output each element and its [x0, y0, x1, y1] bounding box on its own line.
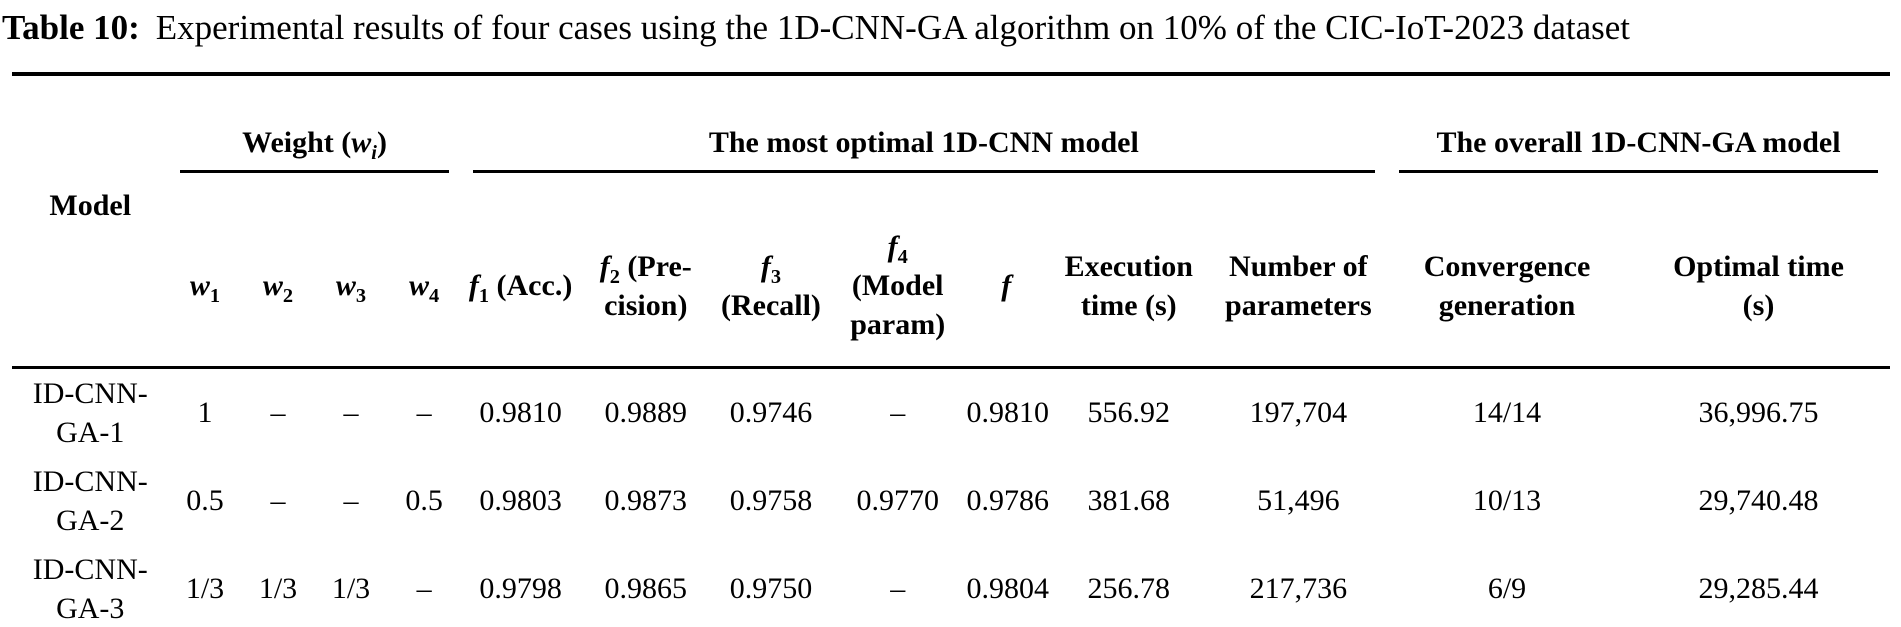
cell-f4: –	[890, 572, 906, 606]
table-caption-text: Experimental results of four cases using…	[155, 8, 1631, 47]
col-header-f3-recall: f3 (Recall)	[710, 211, 831, 369]
cell-exec-time: 381.68	[1087, 484, 1171, 518]
cell-num-params: 197,704	[1249, 396, 1348, 430]
col-header-f3-sub: 3	[770, 265, 782, 288]
weight-suffix: )	[376, 125, 387, 159]
cell-f: 0.9804	[966, 572, 1049, 606]
cell-f4: –	[890, 396, 906, 430]
col-header-f3-var: f	[760, 249, 771, 283]
col-header-f1-rest: (Acc.)	[489, 269, 573, 303]
cell-optimal-time: 36,996.75	[1698, 396, 1819, 430]
table-header: Model Weight (wi) The most optimal 1D-CN…	[12, 73, 1890, 369]
col-header-f: f	[964, 211, 1048, 369]
table-body: ID-CNN- GA-1 1 – – – 0.9810 0.9889 0.974…	[12, 367, 1890, 627]
table-row-ga-1: ID-CNN- GA-1 1 – – – 0.9810 0.9889 0.974…	[12, 367, 1890, 457]
col-header-w3-var: w	[335, 269, 356, 303]
cell-f: 0.9810	[966, 396, 1049, 430]
group-header-overall-ga: The overall 1D-CNN-GA model	[1387, 74, 1890, 212]
col-header-execution-time: Execution time (s)	[1047, 211, 1210, 369]
results-table: Model Weight (wi) The most optimal 1D-CN…	[12, 71, 1890, 627]
cell-num-params: 217,736	[1249, 572, 1348, 606]
cell-f3: 0.9758	[729, 484, 813, 518]
cell-f1: 0.9810	[479, 396, 562, 430]
col-header-f4-model-param: f4 (Model param)	[830, 211, 965, 369]
col-header-w2-sub: 2	[282, 285, 294, 308]
cell-w1: 1	[197, 396, 213, 430]
cell-w3: –	[343, 484, 359, 518]
cell-f1: 0.9798	[479, 572, 562, 606]
cell-exec-time: 256.78	[1087, 572, 1171, 606]
col-header-f2-sub: 2	[609, 265, 620, 288]
group-header-optimal-cnn-inner: The most optimal 1D-CNN model	[472, 123, 1376, 173]
cell-convergence: 10/13	[1472, 484, 1542, 518]
weight-sub: i	[371, 141, 377, 164]
col-header-f1-var: f	[468, 269, 479, 303]
cell-w2: –	[270, 396, 286, 430]
col-header-w1-var: w	[189, 269, 210, 303]
group-header-overall-ga-inner: The overall 1D-CNN-GA model	[1399, 123, 1878, 173]
cell-w4: –	[416, 572, 432, 606]
table-row-ga-2: ID-CNN- GA-2 0.5 – – 0.5 0.9803 0.9873 0…	[12, 457, 1890, 545]
column-header-row: w1 w2 w3 w4 f1 (Acc.) f2 (Pre- cision) f…	[12, 211, 1890, 369]
col-header-w3-sub: 3	[355, 285, 367, 308]
cell-f2: 0.9873	[604, 484, 688, 518]
cell-f4: 0.9770	[856, 484, 939, 518]
weight-prefix: Weight (	[242, 125, 352, 159]
col-header-f2-precision: f2 (Pre- cision)	[580, 211, 711, 369]
table-caption-label: Table 10:	[2, 8, 140, 47]
col-header-w1-sub: 1	[209, 285, 221, 308]
col-header-f4-var: f	[887, 230, 898, 264]
cell-f3: 0.9750	[729, 572, 813, 606]
col-header-number-of-parameters: Number of parameters	[1209, 211, 1388, 369]
col-header-w4-var: w	[408, 269, 429, 303]
col-header-model: Model	[12, 73, 169, 369]
col-header-f4-sub: 4	[897, 246, 908, 269]
col-header-optimal-time: Optimal time (s)	[1626, 211, 1890, 369]
cell-w3: –	[343, 396, 359, 430]
cell-f1: 0.9803	[479, 484, 562, 518]
cell-w4: –	[416, 396, 432, 430]
col-header-w4-sub: 4	[428, 285, 440, 308]
cell-w3: 1/3	[331, 572, 371, 606]
col-header-f2-rest: (Pre- cision)	[604, 249, 692, 322]
group-header-optimal-cnn: The most optimal 1D-CNN model	[461, 74, 1387, 212]
cell-exec-time: 556.92	[1087, 396, 1171, 430]
col-header-w3: w3	[314, 211, 388, 369]
col-header-f2-var: f	[599, 249, 610, 283]
col-header-f-var: f	[1001, 269, 1012, 303]
cell-convergence: 14/14	[1472, 396, 1542, 430]
cell-optimal-time: 29,285.44	[1698, 572, 1819, 606]
col-header-f1-sub: 1	[478, 285, 490, 308]
cell-w4: 0.5	[405, 484, 443, 518]
cell-w2: 1/3	[258, 572, 298, 606]
cell-optimal-time: 29,740.48	[1698, 484, 1819, 518]
group-header-row: Model Weight (wi) The most optimal 1D-CN…	[12, 73, 1890, 369]
col-header-f4-rest: (Model param)	[850, 269, 946, 342]
cell-model: ID-CNN- GA-3	[32, 552, 148, 625]
col-header-f1-acc: f1 (Acc.)	[460, 211, 581, 369]
cell-w1: 1/3	[185, 572, 225, 606]
cell-w2: –	[270, 484, 286, 518]
cell-w1: 0.5	[186, 484, 224, 518]
table-caption: Table 10: Experimental results of four ca…	[0, 0, 1901, 50]
group-header-weight-inner: Weight (wi)	[180, 123, 449, 173]
col-header-w1: w1	[168, 211, 242, 369]
table-row-ga-3: ID-CNN- GA-3 1/3 1/3 1/3 – 0.9798 0.9865…	[12, 545, 1890, 627]
cell-f2: 0.9889	[604, 396, 688, 430]
col-header-convergence-generation: Convergence generation	[1387, 211, 1627, 369]
cell-model: ID-CNN- GA-1	[32, 376, 148, 449]
cell-model: ID-CNN- GA-2	[32, 464, 148, 537]
weight-var: w	[351, 125, 372, 159]
cell-f: 0.9786	[966, 484, 1049, 518]
col-header-w4: w4	[387, 211, 461, 369]
cell-num-params: 51,496	[1257, 484, 1340, 518]
cell-f3: 0.9746	[729, 396, 813, 430]
col-header-w2: w2	[241, 211, 315, 369]
col-header-f3-rest: (Recall)	[720, 288, 821, 322]
group-header-weight: Weight (wi)	[168, 74, 460, 212]
cell-convergence: 6/9	[1487, 572, 1527, 606]
cell-f2: 0.9865	[604, 572, 688, 606]
col-header-w2-var: w	[262, 269, 283, 303]
